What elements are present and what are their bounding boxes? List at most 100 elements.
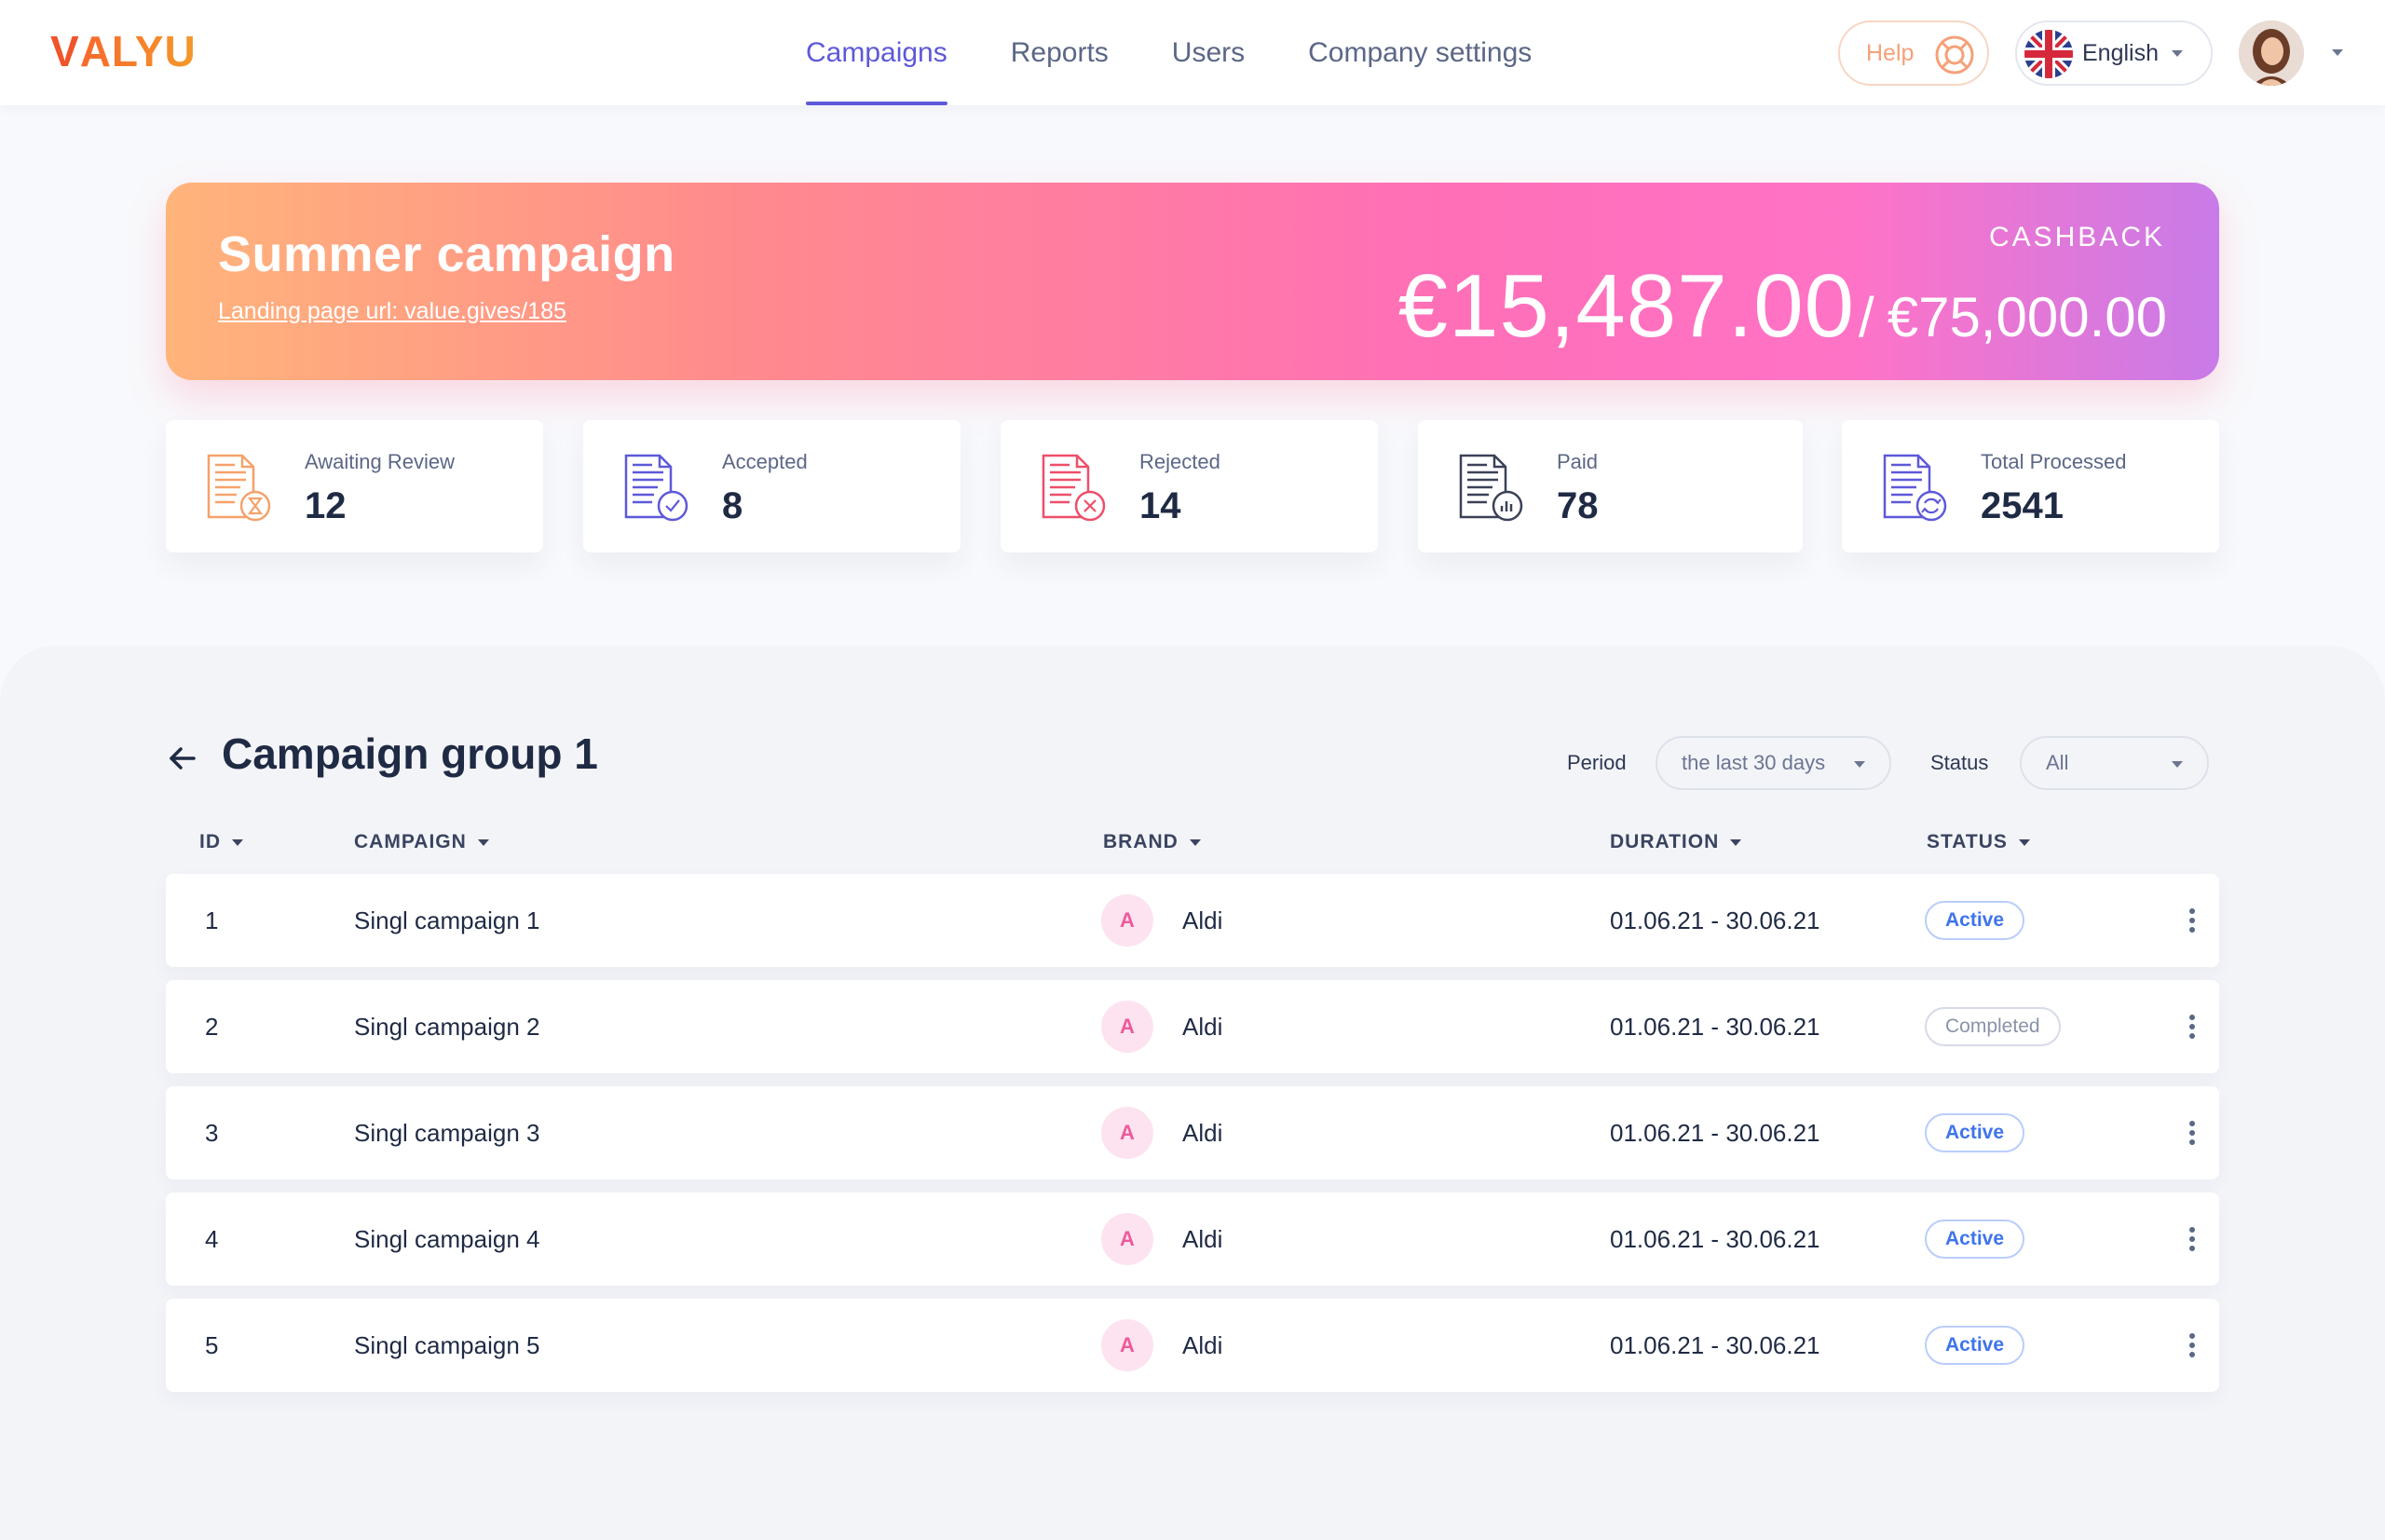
- table-row[interactable]: 4 Singl campaign 4 A Aldi 01.06.21 - 30.…: [166, 1192, 2219, 1286]
- column-header-duration[interactable]: DURATION: [1610, 831, 1742, 853]
- row-duration: 01.06.21 - 30.06.21: [1610, 1118, 1820, 1147]
- table-row[interactable]: 1 Singl campaign 1 A Aldi 01.06.21 - 30.…: [166, 874, 2219, 967]
- chevron-down-icon: [2172, 761, 2183, 768]
- stat-value: 2541: [1981, 485, 2064, 526]
- document-refresh-icon: [1883, 454, 1947, 522]
- stat-card-total-processed[interactable]: Total Processed 2541: [1842, 420, 2219, 552]
- column-header-id[interactable]: ID: [199, 831, 243, 853]
- status-badge: Active: [1925, 1113, 2025, 1152]
- stat-label: Rejected: [1139, 450, 1220, 473]
- stat-label: Accepted: [722, 450, 808, 473]
- row-duration: 01.06.21 - 30.06.21: [1610, 906, 1820, 934]
- period-label: Period: [1567, 751, 1627, 774]
- row-brand: Aldi: [1182, 1012, 1223, 1041]
- help-button[interactable]: Help: [1838, 20, 1989, 86]
- stat-value: 14: [1139, 485, 1181, 526]
- logo-v: V: [50, 27, 80, 75]
- user-portrait-icon: [2239, 20, 2304, 86]
- row-campaign[interactable]: Singl campaign 2: [354, 1012, 540, 1041]
- row-brand: Aldi: [1182, 1224, 1223, 1253]
- stat-card-rejected[interactable]: Rejected 14: [1001, 420, 1378, 552]
- status-badge: Active: [1925, 901, 2025, 940]
- chevron-down-icon: [2172, 49, 2183, 57]
- stats-row: Awaiting Review 12 Accepted 8: [166, 420, 2219, 552]
- table-row[interactable]: 2 Singl campaign 2 A Aldi 01.06.21 - 30.…: [166, 980, 2219, 1073]
- column-header-label: DURATION: [1610, 831, 1720, 852]
- period-value: the last 30 days: [1682, 751, 1826, 774]
- brand-avatar: A: [1101, 1213, 1153, 1265]
- column-header-campaign[interactable]: CAMPAIGN: [354, 831, 489, 853]
- column-header-status[interactable]: STATUS: [1927, 831, 2030, 853]
- row-brand: Aldi: [1182, 906, 1223, 934]
- cashback-spent: €15,487.00: [1397, 256, 1856, 356]
- row-duration: 01.06.21 - 30.06.21: [1610, 1330, 1820, 1359]
- row-brand: Aldi: [1182, 1330, 1223, 1359]
- nav-reports[interactable]: Reports: [1010, 36, 1109, 68]
- stat-label: Paid: [1557, 450, 1599, 473]
- stat-value: 12: [305, 485, 347, 526]
- status-badge: Active: [1925, 1326, 2025, 1365]
- nav-users[interactable]: Users: [1171, 36, 1246, 68]
- stat-label: Awaiting Review: [305, 450, 456, 473]
- valyu-logo[interactable]: V ALYU: [50, 26, 197, 76]
- status-select[interactable]: All: [2020, 736, 2209, 790]
- row-campaign[interactable]: Singl campaign 1: [354, 906, 540, 934]
- avatar-chevron-down-icon[interactable]: [2332, 49, 2343, 56]
- landing-page-link[interactable]: Landing page url: value.gives/185: [218, 298, 566, 324]
- column-header-brand[interactable]: BRAND: [1103, 831, 1201, 853]
- document-check-icon: [624, 454, 688, 522]
- status-badge: Active: [1925, 1220, 2025, 1259]
- row-brand: Aldi: [1182, 1118, 1223, 1147]
- column-header-label: ID: [199, 831, 221, 852]
- stat-label: Total Processed: [1981, 450, 2127, 473]
- table-row[interactable]: 3 Singl campaign 3 A Aldi 01.06.21 - 30.…: [166, 1086, 2219, 1179]
- more-options-icon[interactable]: [2174, 1327, 2211, 1364]
- stat-card-awaiting-review[interactable]: Awaiting Review 12: [166, 420, 543, 552]
- row-duration: 01.06.21 - 30.06.21: [1610, 1012, 1820, 1041]
- column-header-label: BRAND: [1103, 831, 1179, 852]
- brand-avatar: A: [1101, 894, 1153, 947]
- user-avatar[interactable]: [2239, 20, 2304, 86]
- cashback-amount: €15,487.00 / €75,000.00: [1398, 255, 2167, 358]
- row-campaign[interactable]: Singl campaign 4: [354, 1224, 540, 1253]
- back-arrow-icon[interactable]: [166, 742, 199, 775]
- help-label: Help: [1866, 39, 1915, 66]
- column-header-label: CAMPAIGN: [354, 831, 467, 852]
- row-campaign[interactable]: Singl campaign 3: [354, 1118, 540, 1147]
- nav-campaigns[interactable]: Campaigns: [806, 0, 947, 105]
- document-chart-icon: [1459, 454, 1523, 522]
- brand-avatar: A: [1101, 1107, 1153, 1159]
- more-options-icon[interactable]: [2174, 1114, 2211, 1152]
- table-row[interactable]: 5 Singl campaign 5 A Aldi 01.06.21 - 30.…: [166, 1299, 2219, 1392]
- lifebuoy-icon: [1935, 35, 1974, 75]
- status-badge: Completed: [1925, 1007, 2061, 1046]
- document-hourglass-icon: [207, 454, 271, 522]
- stat-card-accepted[interactable]: Accepted 8: [583, 420, 961, 552]
- more-options-icon[interactable]: [2174, 1220, 2211, 1258]
- language-selector[interactable]: English: [2015, 20, 2213, 86]
- row-id: 2: [205, 1012, 219, 1041]
- stat-card-paid[interactable]: Paid 78: [1418, 420, 1803, 552]
- campaign-title: Summer campaign: [218, 226, 675, 282]
- row-id: 5: [205, 1330, 219, 1359]
- brand-avatar: A: [1101, 1319, 1153, 1371]
- uk-flag-icon: [2024, 30, 2073, 78]
- more-options-icon[interactable]: [2174, 902, 2211, 939]
- nav-company-settings[interactable]: Company settings: [1308, 36, 1533, 68]
- sort-caret-icon: [232, 838, 243, 846]
- cashback-label: CASHBACK: [1988, 222, 2165, 252]
- stat-value: 78: [1557, 485, 1599, 526]
- campaign-group-title: Campaign group 1: [222, 729, 598, 778]
- status-filter-value: All: [2046, 751, 2069, 774]
- period-select[interactable]: the last 30 days: [1656, 736, 1891, 790]
- row-campaign[interactable]: Singl campaign 5: [354, 1330, 540, 1359]
- status-filter-label: Status: [1930, 751, 1989, 774]
- brand-avatar: A: [1101, 1001, 1153, 1053]
- amount-separator: /: [1859, 286, 1874, 348]
- language-label: English: [2082, 39, 2159, 66]
- more-options-icon[interactable]: [2174, 1008, 2211, 1045]
- top-navigation-bar: V ALYU Campaigns Reports Users Company se…: [0, 0, 2385, 105]
- column-header-label: STATUS: [1927, 831, 2008, 852]
- chevron-down-icon: [1854, 761, 1865, 768]
- row-id: 1: [205, 906, 219, 934]
